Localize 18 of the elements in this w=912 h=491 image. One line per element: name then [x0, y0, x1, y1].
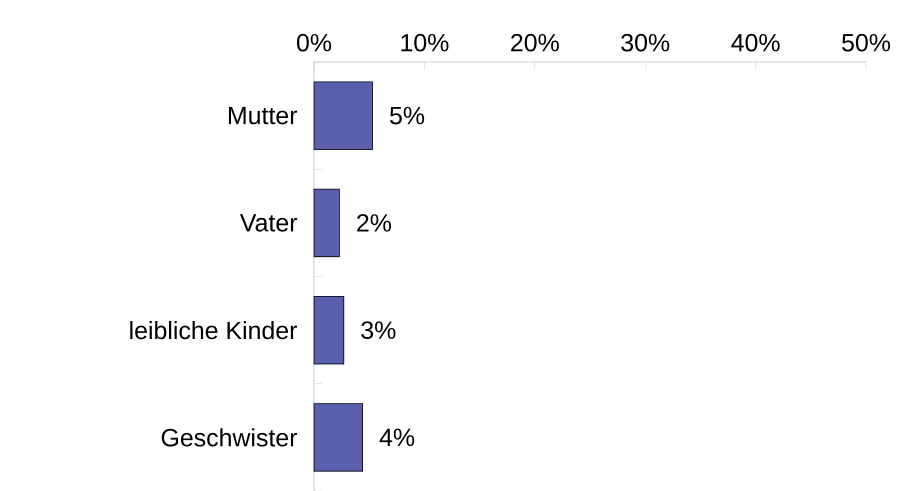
y-tick-label: Geschwister: [162, 428, 298, 447]
y-tick-label: leibliche Kinder: [130, 320, 298, 340]
bar: [314, 296, 344, 364]
data-label: 5%: [390, 106, 424, 124]
data-label: 3%: [361, 321, 396, 339]
y-tick-label: Vater: [240, 214, 298, 232]
x-tick-label: 30%: [621, 34, 670, 52]
x-tick-label: 40%: [731, 34, 780, 52]
data-label: 2%: [357, 214, 392, 232]
x-tick-label: 10%: [401, 34, 448, 52]
y-tick-label: Mutter: [228, 106, 298, 124]
bar: [314, 403, 363, 472]
data-label: 4%: [380, 428, 414, 446]
bar: [314, 81, 373, 150]
x-tick-label: 20%: [511, 34, 559, 52]
x-tick-label: 50%: [842, 34, 890, 52]
x-tick-label: 0%: [296, 34, 332, 52]
bar: [314, 188, 340, 258]
